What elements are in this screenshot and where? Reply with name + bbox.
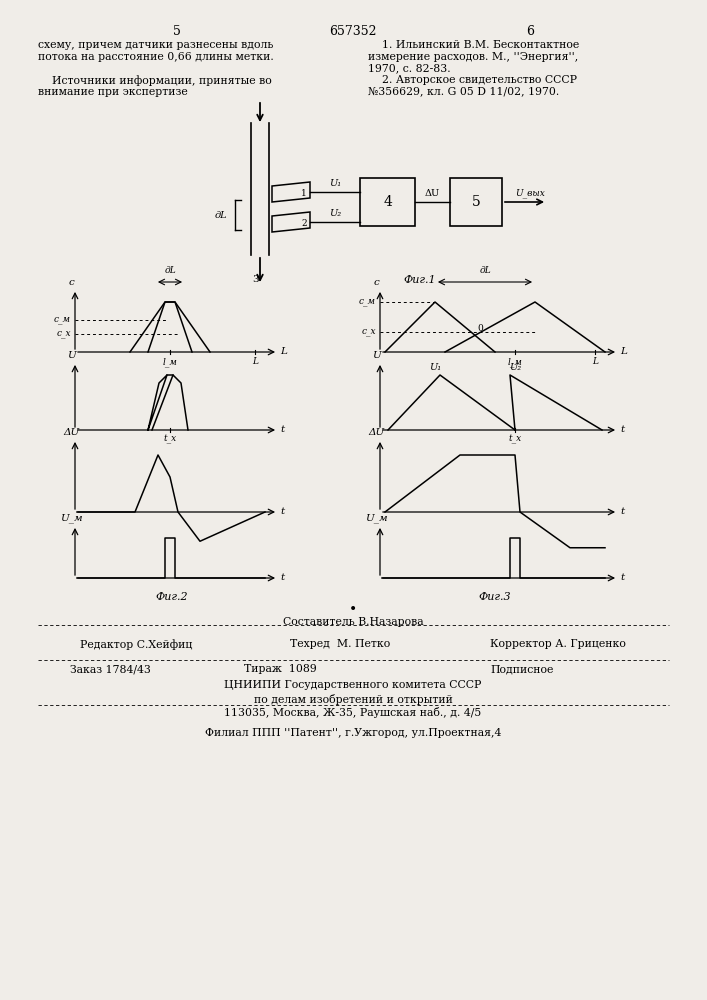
Text: l_м: l_м bbox=[508, 357, 522, 367]
Text: Тираж  1089: Тираж 1089 bbox=[244, 664, 316, 674]
Text: 113035, Москва, Ж-35, Раушская наб., д. 4/5: 113035, Москва, Ж-35, Раушская наб., д. … bbox=[224, 707, 481, 718]
Text: Корректор А. Гриценко: Корректор А. Гриценко bbox=[490, 639, 626, 649]
Text: U₂: U₂ bbox=[509, 363, 521, 372]
Text: Заказ 1784/43: Заказ 1784/43 bbox=[70, 664, 151, 674]
Text: t_х: t_х bbox=[163, 435, 177, 444]
Text: 3: 3 bbox=[252, 275, 259, 284]
Text: L: L bbox=[592, 357, 598, 366]
Text: 6: 6 bbox=[526, 25, 534, 38]
Bar bbox=[450, 178, 502, 226]
Text: t: t bbox=[280, 574, 284, 582]
Text: Фиг.1: Фиг.1 bbox=[404, 275, 436, 285]
Text: U_вых: U_вых bbox=[515, 188, 545, 198]
Text: L: L bbox=[280, 348, 287, 357]
Text: Филиал ППП ''Патент'', г.Ужгород, ул.Проектная,4: Филиал ППП ''Патент'', г.Ужгород, ул.Про… bbox=[205, 728, 501, 738]
Text: 4: 4 bbox=[383, 195, 392, 209]
Text: ΔU: ΔU bbox=[425, 189, 440, 198]
Text: 5: 5 bbox=[472, 195, 480, 209]
Text: 1. Ильинский В.М. Бесконтактное
измерение расходов. М., ''Энергия'',
1970, с. 82: 1. Ильинский В.М. Бесконтактное измерени… bbox=[368, 40, 579, 96]
Text: ΔU: ΔU bbox=[368, 428, 384, 437]
Text: c: c bbox=[68, 278, 74, 287]
Text: 657352: 657352 bbox=[329, 25, 377, 38]
Text: Техред  М. Петко: Техред М. Петко bbox=[290, 639, 390, 649]
Text: U₁: U₁ bbox=[429, 363, 441, 372]
Text: t: t bbox=[280, 508, 284, 516]
Text: L: L bbox=[252, 357, 258, 366]
Text: Фиг.2: Фиг.2 bbox=[156, 592, 188, 602]
Text: схему, причем датчики разнесены вдоль
потока на расстояние 0,66 длины метки.: схему, причем датчики разнесены вдоль по… bbox=[38, 40, 274, 62]
Text: t_х: t_х bbox=[508, 435, 522, 444]
Bar bbox=[360, 178, 415, 226]
Text: t: t bbox=[620, 508, 624, 516]
Text: Подписное: Подписное bbox=[490, 664, 554, 674]
Text: t: t bbox=[280, 426, 284, 434]
Text: 5: 5 bbox=[173, 25, 181, 38]
Text: Составитель В.Назарова: Составитель В.Назарова bbox=[283, 617, 423, 627]
Text: ΔU: ΔU bbox=[63, 428, 79, 437]
Text: дL: дL bbox=[479, 266, 491, 275]
Text: 2: 2 bbox=[301, 219, 307, 228]
Text: c_х: c_х bbox=[361, 328, 376, 336]
Text: 0: 0 bbox=[477, 324, 483, 333]
Text: •: • bbox=[349, 603, 357, 617]
Text: ЦНИИПИ Государственного комитета СССР: ЦНИИПИ Государственного комитета СССР bbox=[224, 680, 481, 690]
Text: Фиг.3: Фиг.3 bbox=[479, 592, 511, 602]
Text: 1: 1 bbox=[301, 189, 307, 198]
Text: U₂: U₂ bbox=[329, 209, 341, 218]
Text: L: L bbox=[620, 348, 627, 357]
Text: Редактор С.Хейфиц: Редактор С.Хейфиц bbox=[80, 639, 192, 650]
Text: U₁: U₁ bbox=[329, 179, 341, 188]
Text: t: t bbox=[620, 574, 624, 582]
Text: U: U bbox=[66, 351, 76, 360]
Text: c_м: c_м bbox=[359, 298, 376, 306]
Text: c: c bbox=[373, 278, 379, 287]
Text: дL: дL bbox=[214, 211, 227, 220]
Text: t: t bbox=[620, 426, 624, 434]
Text: дL: дL bbox=[164, 266, 176, 275]
Text: U: U bbox=[372, 351, 380, 360]
Text: c_х: c_х bbox=[57, 330, 71, 338]
Text: Источники информации, принятые во
внимание при экспертизе: Источники информации, принятые во вниман… bbox=[38, 75, 271, 97]
Text: c_м: c_м bbox=[54, 316, 71, 324]
Text: U_м: U_м bbox=[59, 513, 82, 523]
Text: l_м: l_м bbox=[163, 357, 177, 367]
Text: U_м: U_м bbox=[365, 513, 387, 523]
Text: по делам изобретений и открытий: по делам изобретений и открытий bbox=[254, 694, 452, 705]
